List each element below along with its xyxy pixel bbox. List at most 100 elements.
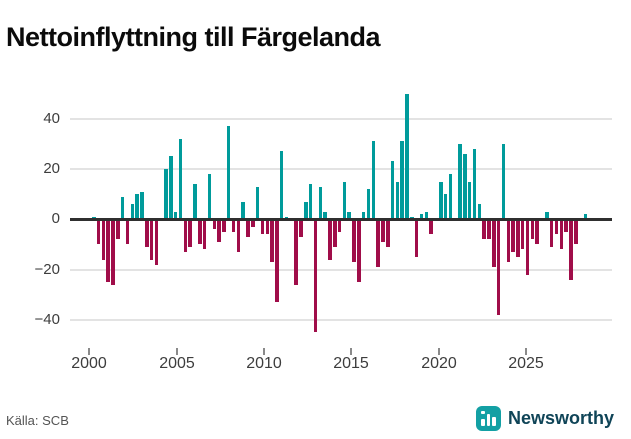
icon-bar <box>481 418 485 426</box>
bar-2006Q1 <box>207 174 212 220</box>
x-axis-tick-2020 <box>438 348 440 355</box>
bar-2007Q2 <box>231 219 236 232</box>
bar-2005Q3 <box>198 219 202 245</box>
icon-bar <box>492 416 496 426</box>
bar-2019Q2 <box>463 153 467 220</box>
bar-2008Q4 <box>260 219 265 235</box>
bar-2017Q2 <box>424 211 429 220</box>
bar-2013Q1 <box>342 181 347 220</box>
bar-2016Q2 <box>405 93 409 220</box>
page-title: Nettoinflyttning till Färgelanda <box>6 22 381 53</box>
bar-2003Q1 <box>149 219 154 260</box>
bar-2018Q1 <box>439 181 443 220</box>
bar-2023Q4 <box>549 219 554 247</box>
bar-2021Q4 <box>511 219 515 252</box>
bar-2002Q1 <box>130 204 135 220</box>
bar-2022Q4 <box>530 219 535 240</box>
x-axis-tick-2000 <box>88 348 90 355</box>
bar-2011Q2 <box>308 184 313 220</box>
bar-2003Q4 <box>164 169 168 220</box>
bar-2020Q4 <box>492 219 496 268</box>
bar-2012Q1 <box>323 211 327 220</box>
bar-2022Q2 <box>520 219 525 250</box>
y-axis-label--40: −40 <box>34 310 60 328</box>
bar-2022Q1 <box>516 219 520 258</box>
y-axis-label-20: 20 <box>43 160 60 177</box>
bar-2006Q2 <box>212 219 216 230</box>
bar-2014Q2 <box>366 189 371 220</box>
bar-2009Q3 <box>275 219 279 303</box>
bar-2021Q2 <box>501 143 506 220</box>
newsworthy-logo: Newsworthy <box>476 405 614 431</box>
bar-2010Q3 <box>294 219 298 285</box>
x-axis-tick-2015 <box>350 348 352 355</box>
x-axis-tick-2025 <box>525 348 527 355</box>
newsworthy-chart-icon <box>476 405 501 431</box>
bar-2016Q4 <box>414 219 419 258</box>
bar-2002Q3 <box>140 191 144 220</box>
bar-2025Q3 <box>583 214 588 220</box>
bar-2004Q4 <box>183 219 188 252</box>
bar-2017Q3 <box>429 219 433 235</box>
source-note: Källa: SCB <box>6 413 69 428</box>
bar-2012Q4 <box>337 219 342 232</box>
x-axis-label-2025: 2025 <box>508 355 544 372</box>
x-axis-label-2010: 2010 <box>246 355 282 372</box>
bar-2001Q2 <box>116 219 120 240</box>
bar-2023Q1 <box>535 219 539 245</box>
bar-2008Q2 <box>251 219 255 227</box>
bar-2001Q4 <box>125 219 130 245</box>
x-axis-tick-2005 <box>176 348 178 355</box>
bar-2009Q1 <box>265 219 270 235</box>
bar-2018Q3 <box>448 174 453 220</box>
gridline--20 <box>70 268 612 271</box>
bar-2008Q3 <box>255 186 260 220</box>
bar-2019Q1 <box>458 143 462 220</box>
y-axis-label--20: −20 <box>34 260 60 278</box>
gridline--40 <box>70 318 612 321</box>
icon-bar <box>486 413 491 426</box>
bar-2008Q1 <box>246 219 250 237</box>
x-axis-label-2005: 2005 <box>159 355 195 372</box>
bar-2022Q3 <box>525 219 530 275</box>
y-axis-label-40: 40 <box>43 109 60 127</box>
bar-2021Q3 <box>506 219 511 263</box>
bar-2006Q4 <box>222 219 226 232</box>
bar-2024Q3 <box>564 219 568 232</box>
bar-2015Q2 <box>386 219 390 247</box>
bar-2004Q2 <box>173 211 178 220</box>
bar-2020Q1 <box>477 204 482 220</box>
bar-2002Q4 <box>145 219 149 247</box>
bar-2025Q1 <box>574 219 578 245</box>
bar-2007Q4 <box>241 201 245 220</box>
bar-2015Q1 <box>381 219 385 242</box>
bar-2020Q3 <box>487 219 491 240</box>
bar-2014Q3 <box>371 141 376 220</box>
bar-2007Q3 <box>236 219 241 252</box>
bar-2013Q4 <box>357 219 361 283</box>
bar-2019Q3 <box>467 181 472 220</box>
bar-2020Q2 <box>482 219 486 240</box>
zero-axis-line <box>70 217 612 221</box>
bar-2005Q4 <box>202 219 207 250</box>
bar-2009Q4 <box>279 151 284 220</box>
bar-2013Q2 <box>347 211 351 220</box>
bar-2000Q2 <box>96 219 101 245</box>
bar-2009Q2 <box>270 219 274 263</box>
x-axis-label-2015: 2015 <box>333 355 369 372</box>
bar-2013Q3 <box>352 219 356 263</box>
bar-2018Q2 <box>443 194 448 220</box>
bar-2011Q3 <box>313 219 318 333</box>
bar-2000Q3 <box>101 219 106 260</box>
gridline-40 <box>70 117 612 120</box>
bar-2016Q1 <box>400 141 404 220</box>
bar-2003Q2 <box>154 219 159 265</box>
bar-2010Q4 <box>299 219 303 237</box>
x-axis-label-2020: 2020 <box>421 355 457 372</box>
bar-2002Q2 <box>135 194 139 220</box>
bar-2001Q3 <box>120 196 125 220</box>
x-axis-tick-2010 <box>263 348 265 355</box>
bar-2011Q4 <box>318 186 323 220</box>
bar-2014Q1 <box>361 211 366 220</box>
